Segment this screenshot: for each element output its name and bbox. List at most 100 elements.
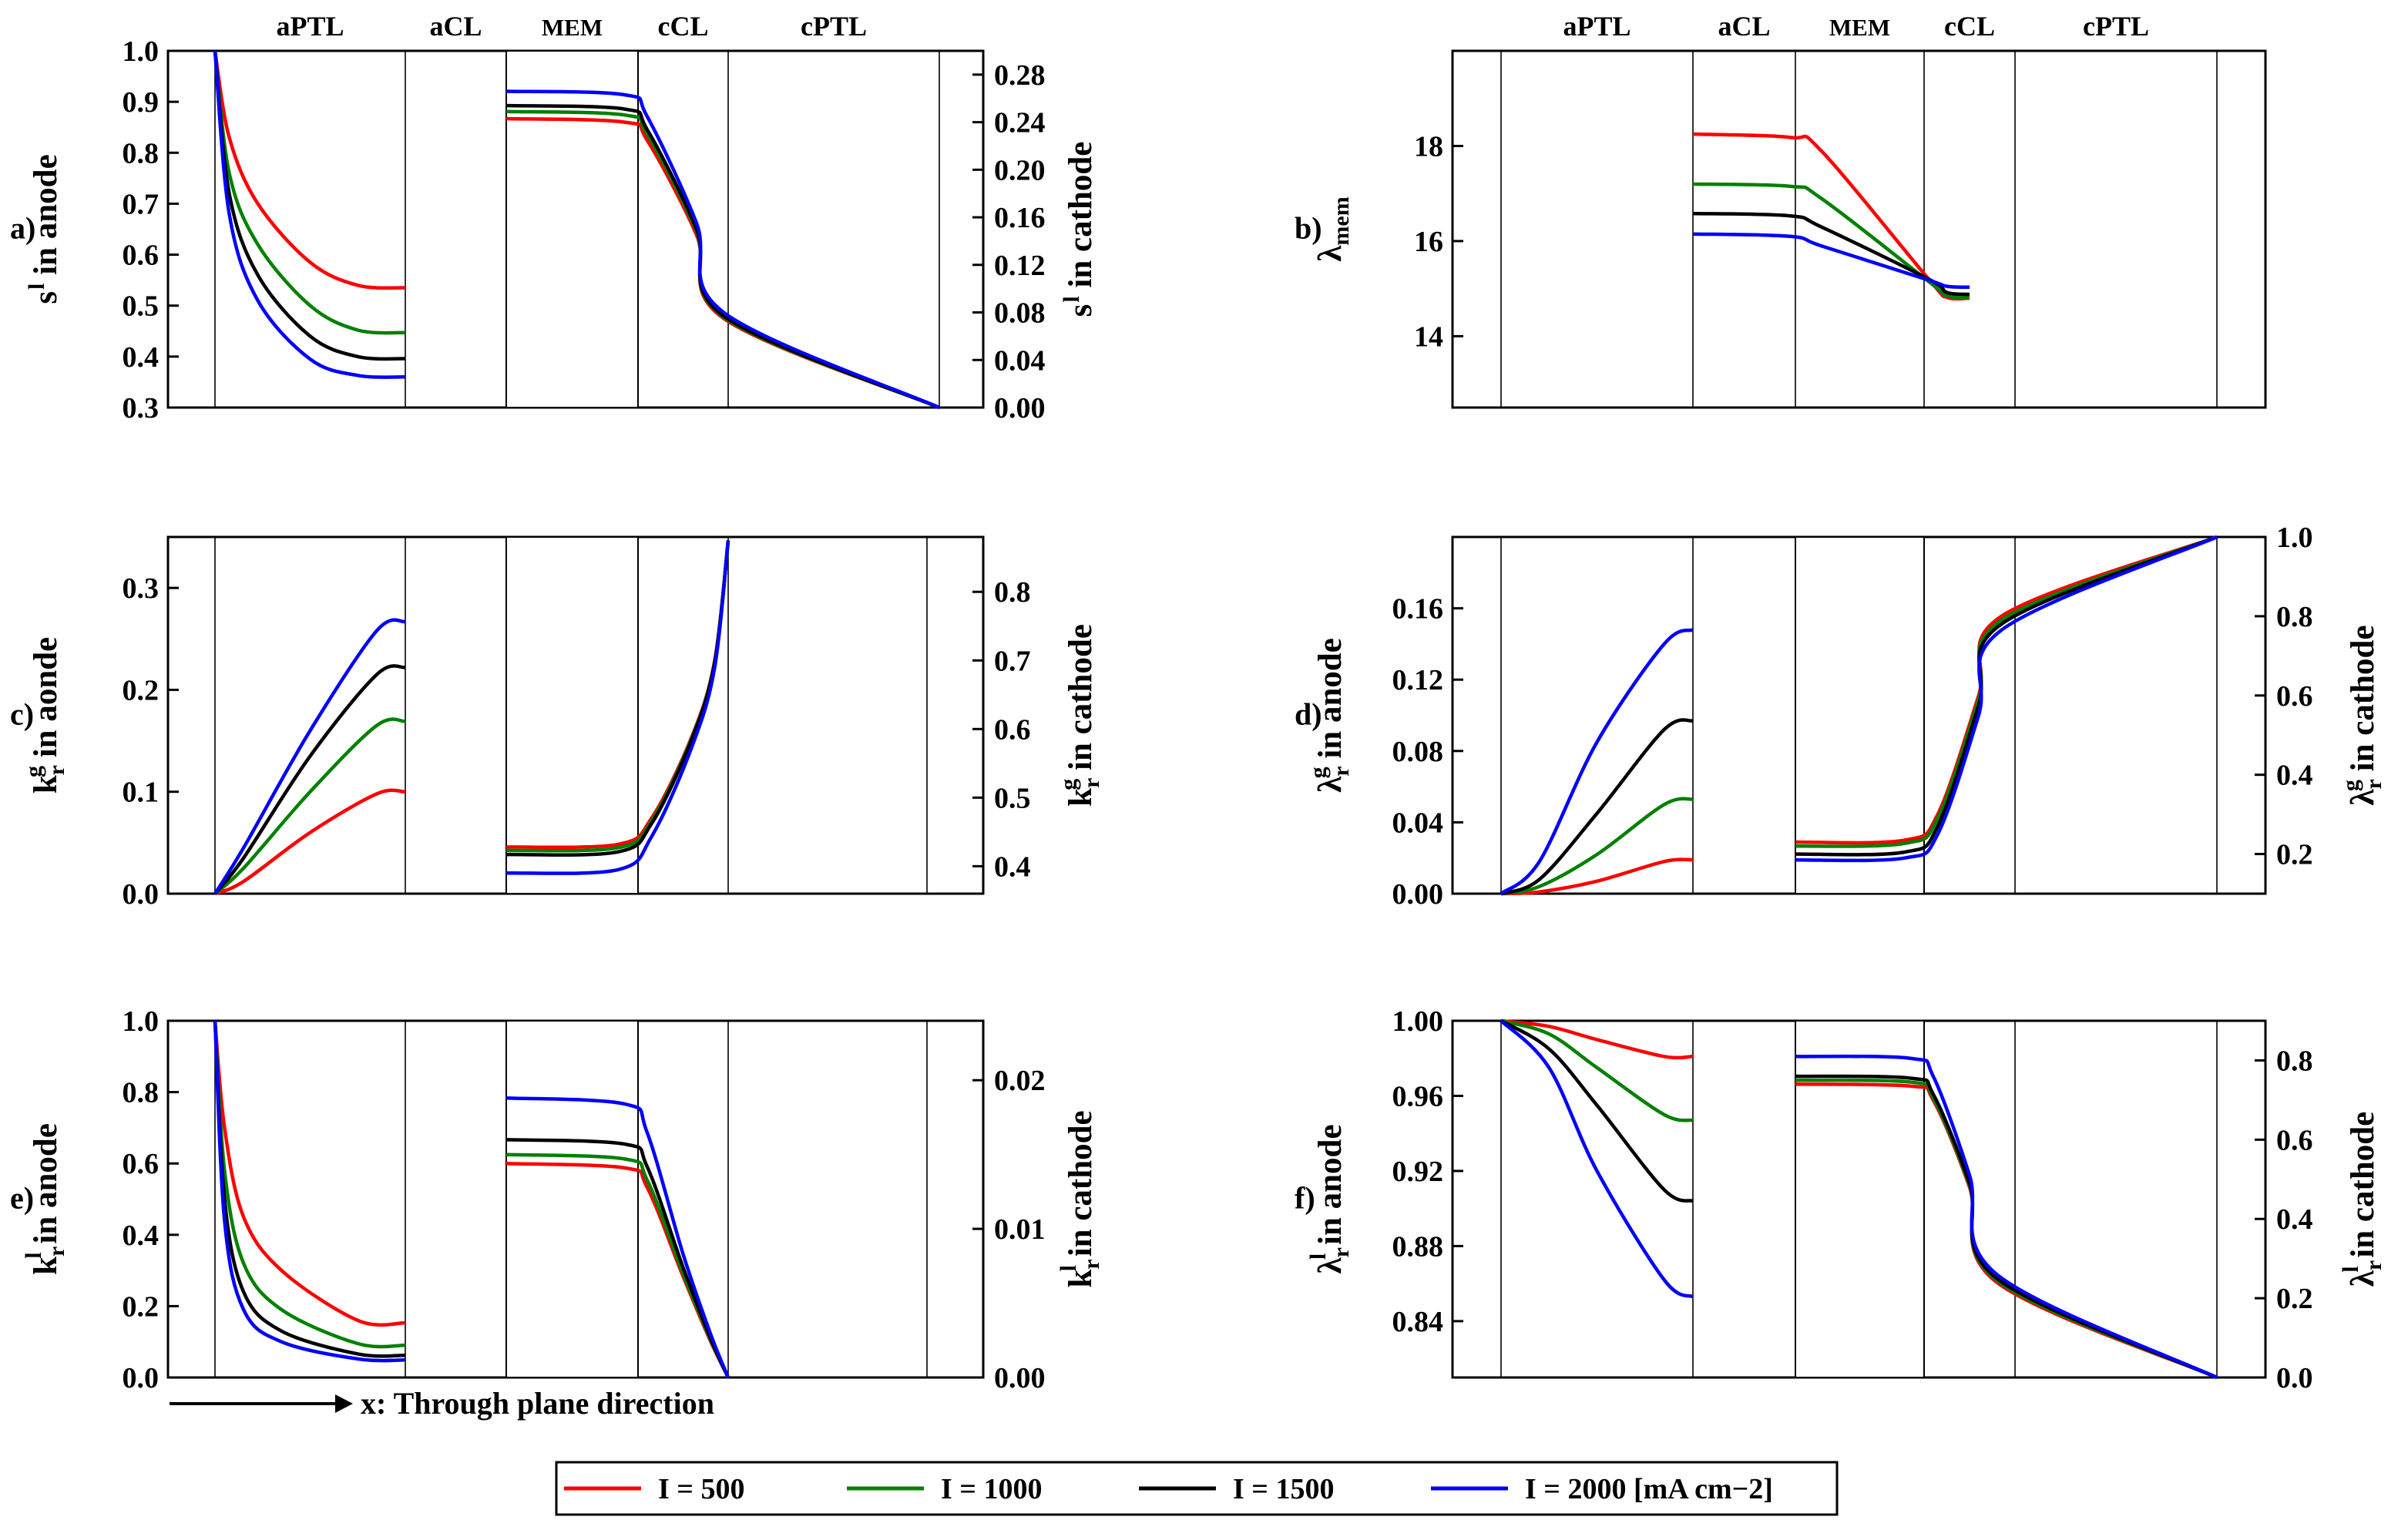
right-tick-label: 0.20 xyxy=(994,154,1046,186)
membrane-block xyxy=(505,50,639,408)
left-tick-label: 0.5 xyxy=(123,290,160,323)
membrane-block xyxy=(505,1020,639,1378)
left-axis-title-superscript: l xyxy=(24,284,49,290)
right-axis-title-text: in cathode xyxy=(1063,142,1099,297)
left-tick-label: 0.92 xyxy=(1392,1156,1444,1188)
membrane-curve-s500 xyxy=(1692,132,1970,301)
region-label-mem: MEM xyxy=(1829,14,1890,41)
right-axis-title-superscript: g xyxy=(1056,779,1081,790)
left-tick-label: 0.16 xyxy=(1392,593,1444,626)
legend-items: I = 500 I = 1000 I = 1500 I = 2000 [mA cm−2… xyxy=(564,1473,1773,1505)
left-tick-label: 1.00 xyxy=(1392,1005,1444,1038)
right-axis-title-superscript: l xyxy=(1059,296,1084,302)
membrane-curve-s2000 xyxy=(1692,232,1970,290)
right-tick-label: 0.4 xyxy=(2276,760,2313,792)
left-axis-title-subscript: r xyxy=(1328,766,1354,776)
left-tick-label: 0.7 xyxy=(123,188,160,220)
left-axis-title: λmem xyxy=(1312,196,1354,261)
left-axis-title-text: in anode xyxy=(28,1123,64,1252)
membrane-curve-s1500 xyxy=(1692,211,1970,297)
left-axis-title-symbol: k xyxy=(28,775,64,794)
right-tick-label: 0.01 xyxy=(994,1213,1046,1246)
panels-layer: aPTL aCL MEM cCL cPTL 0.3 0.4 0.5 0.6 0.7 0.8 0.9 1.… xyxy=(10,11,2386,1394)
panel-letter: e) xyxy=(10,1181,34,1216)
anode-curve-s1500 xyxy=(1500,718,1694,896)
right-tick-label: 0.8 xyxy=(994,576,1031,609)
left-tick-label: 0.84 xyxy=(1392,1306,1444,1338)
right-axis-title-subscript: r xyxy=(1079,1259,1104,1269)
left-axis-title-subscript: mem xyxy=(1328,196,1354,245)
right-tick-label: 0.12 xyxy=(994,250,1046,282)
right-axis-title-subscript: r xyxy=(1079,778,1104,788)
panel-letter: c) xyxy=(10,697,34,732)
anode-curve-s500 xyxy=(1500,1018,1694,1060)
right-tick-label: 0.4 xyxy=(2276,1203,2313,1236)
left-axis-title-subscript: r xyxy=(44,1247,69,1257)
anode-curve-s2000 xyxy=(1500,1019,1694,1299)
left-axis-title-symbol: λ xyxy=(1312,776,1348,793)
right-tick-label: 1.0 xyxy=(2276,522,2313,554)
right-tick-label: 0.24 xyxy=(994,107,1046,139)
left-tick-label: 0.9 xyxy=(123,86,160,119)
panel-letter: b) xyxy=(1295,211,1322,246)
left-tick-label: 0.88 xyxy=(1392,1230,1444,1263)
left-tick-label: 0.12 xyxy=(1392,664,1444,696)
cathode-curve-s2000 xyxy=(505,89,940,410)
left-axis-title: λrg in anode xyxy=(1305,638,1354,793)
left-axis-title: krl in anode xyxy=(21,1123,69,1275)
left-axis-title-superscript: g xyxy=(1305,767,1331,778)
left-tick-label: 0.0 xyxy=(123,1362,160,1394)
panel-a: aPTL aCL MEM cCL cPTL 0.3 0.4 0.5 0.6 0.7 0.8 0.9 1.… xyxy=(10,11,1099,424)
legend: I = 500 I = 1000 I = 1500 I = 2000 [mA cm−2… xyxy=(555,1461,1839,1516)
right-axis-title-subscript: r xyxy=(2361,779,2386,789)
right-axis-title-superscript: l xyxy=(1056,1265,1081,1271)
left-axis-title-subscript: r xyxy=(1328,1247,1354,1257)
right-tick-label: 0.6 xyxy=(2276,1124,2313,1156)
left-axis-title-symbol: λ xyxy=(1312,245,1348,262)
anode-curve-s2000 xyxy=(213,50,406,379)
left-axis-title-symbol: k xyxy=(28,1257,64,1275)
right-tick-label: 0.8 xyxy=(2276,1045,2313,1077)
x-direction-label: x: Through plane direction xyxy=(361,1386,714,1421)
right-axis-title: sl in cathode xyxy=(1059,142,1099,317)
region-label-acl: aCL xyxy=(1718,11,1770,42)
cathode-curve-s1500 xyxy=(1795,1074,2218,1380)
right-tick-label: 0.00 xyxy=(994,1362,1046,1394)
anode-curve-s1000 xyxy=(1500,797,1694,896)
left-tick-label: 0.2 xyxy=(123,674,160,706)
cathode-curve-s2000 xyxy=(1795,535,2218,863)
left-tick-label: 0.04 xyxy=(1392,807,1444,839)
region-label-cptl: cPTL xyxy=(801,11,867,42)
right-axis-title-superscript: l xyxy=(2338,1266,2363,1272)
right-tick-label: 0.16 xyxy=(994,202,1046,234)
panel-letter: d) xyxy=(1295,697,1322,732)
region-label-mem: MEM xyxy=(542,14,603,41)
anode-curve-s500 xyxy=(214,788,406,896)
left-axis-title-text: in anode xyxy=(28,154,64,283)
left-axis-title-text: in anode xyxy=(1312,638,1348,767)
left-tick-label: 0.0 xyxy=(123,878,160,911)
right-axis-title: krl in cathode xyxy=(1056,1110,1104,1287)
region-label-aptl: aPTL xyxy=(276,11,344,42)
left-tick-label: 0.6 xyxy=(123,1148,160,1180)
anode-curve-s2000 xyxy=(213,618,406,895)
left-axis-title-text: in aonde xyxy=(28,637,64,766)
left-tick-label: 1.0 xyxy=(123,1005,160,1038)
left-tick-label: 0.6 xyxy=(123,240,160,272)
cathode-curve-s1500 xyxy=(505,103,940,410)
region-label-acl: aCL xyxy=(429,11,482,42)
left-tick-label: 0.4 xyxy=(123,1220,160,1252)
right-axis-title-symbol: λ xyxy=(2345,1270,2381,1287)
legend-label-s1500: I = 1500 xyxy=(1233,1473,1334,1505)
right-axis-title-text: in cathode xyxy=(1063,624,1099,779)
right-axis-title-text: in cathode xyxy=(2345,1112,2381,1267)
region-label-aptl: aPTL xyxy=(1563,11,1631,42)
right-tick-label: 0.6 xyxy=(994,713,1031,746)
left-tick-label: 0.2 xyxy=(123,1290,160,1323)
left-axis-title-symbol: λ xyxy=(1312,1257,1348,1274)
right-tick-label: 0.2 xyxy=(2276,1283,2313,1315)
plot-frame xyxy=(1451,49,2267,409)
